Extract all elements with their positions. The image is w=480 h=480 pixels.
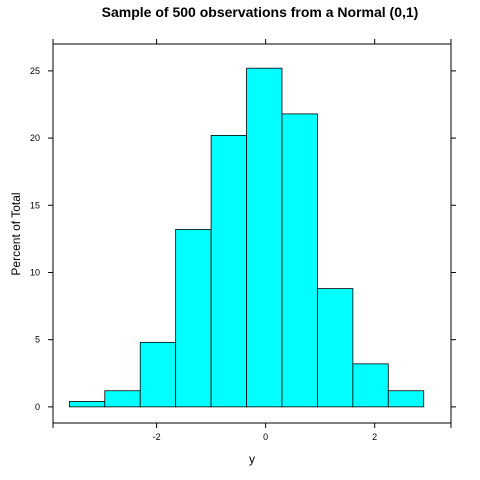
y-tick-label: 20 (30, 133, 40, 143)
chart-title: Sample of 500 observations from a Normal… (102, 4, 419, 20)
y-tick-label: 0 (35, 402, 40, 412)
y-tick-label: 10 (30, 267, 40, 277)
y-tick-label: 25 (30, 66, 40, 76)
histogram-bar (68, 401, 106, 408)
x-axis: -2 0 2 (52, 39, 452, 442)
histogram-bar (281, 113, 318, 408)
histogram-bar (317, 288, 354, 408)
x-tick-label: -2 (153, 432, 161, 442)
histogram-bar (210, 134, 247, 408)
histogram-bar (352, 363, 389, 408)
histogram-bar (246, 67, 283, 408)
bars-group (68, 67, 425, 408)
histogram-bar (175, 229, 212, 408)
y-axis-label: Percent of Total (9, 192, 23, 275)
x-tick-label: 0 (263, 432, 268, 442)
histogram-bar (387, 390, 425, 408)
y-tick-label: 5 (35, 335, 40, 345)
histogram-bar (139, 341, 177, 408)
histogram-bar (104, 390, 141, 408)
y-axis: 0 5 10 15 20 25 (30, 66, 456, 412)
x-tick-label: 2 (372, 432, 377, 442)
x-axis-label: y (249, 452, 255, 466)
plot-frame (52, 43, 452, 424)
y-tick-label: 15 (30, 200, 40, 210)
